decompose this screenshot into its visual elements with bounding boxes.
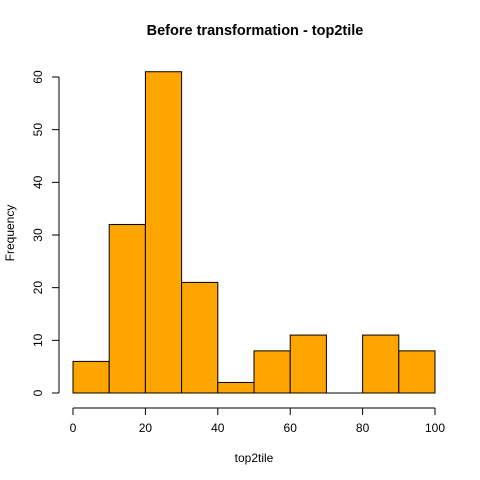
y-tick-label: 0 <box>31 389 45 396</box>
y-tick-label: 50 <box>31 123 45 137</box>
x-tick-label: 40 <box>211 421 225 435</box>
histogram-bar <box>108 223 146 394</box>
x-tick-label: 60 <box>284 421 298 435</box>
x-tick-label: 100 <box>425 421 445 435</box>
y-axis-label: Frequency <box>3 205 17 262</box>
y-tick-label: 30 <box>31 228 45 242</box>
x-tick-label: 80 <box>356 421 370 435</box>
histogram-bar <box>72 360 110 394</box>
y-tick-label: 40 <box>31 175 45 189</box>
x-axis-label: top2tile <box>235 451 274 465</box>
bars-group <box>72 71 436 394</box>
y-tick-label: 10 <box>31 333 45 347</box>
histogram-bar <box>144 71 183 394</box>
x-axis: 0 20 40 60 80 100 <box>70 407 445 435</box>
histogram-bar <box>217 381 255 394</box>
chart-title: Before transformation - top2tile <box>147 23 364 39</box>
histogram-bar <box>398 350 436 394</box>
x-tick-label: 20 <box>139 421 153 435</box>
y-tick-label: 60 <box>31 70 45 84</box>
histogram-bar <box>253 350 291 394</box>
histogram-bar <box>181 281 219 394</box>
histogram-bar <box>289 334 327 394</box>
histogram-bar <box>362 334 400 394</box>
y-axis: 0 10 20 30 40 50 60 <box>31 70 60 396</box>
x-tick-label: 0 <box>70 421 77 435</box>
y-tick-label: 20 <box>31 281 45 295</box>
